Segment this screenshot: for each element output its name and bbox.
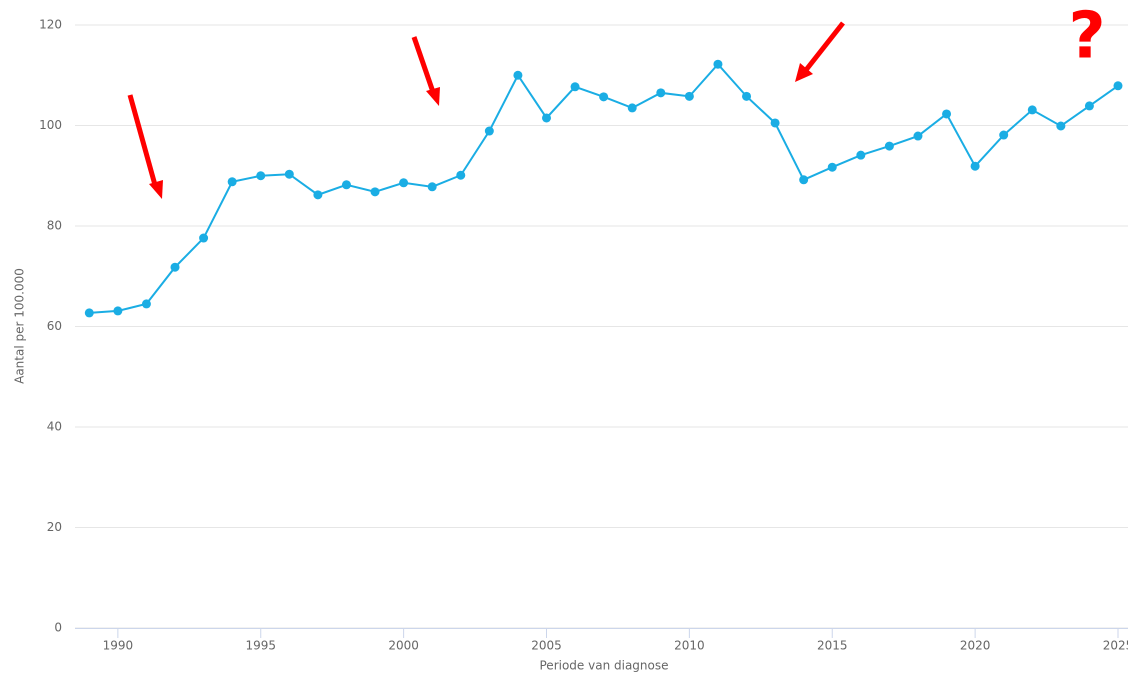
axes: 0 20 40 60 80 100 120 1990 1995 2000 2005 2010 2015 2… [39,18,1128,653]
point [713,59,723,69]
line [89,62,1119,314]
point [913,131,923,141]
point [141,299,151,309]
point [370,187,380,197]
point [1056,121,1066,131]
point [1113,81,1123,91]
y-tick-label: 40 [47,420,62,434]
point [313,190,323,200]
x-axis-title: Periode van diagnose [540,659,669,673]
x-tick-label: 2010 [674,639,705,653]
point [942,109,952,119]
point [570,82,580,92]
y-tick-label: 60 [47,319,62,333]
point [827,162,837,172]
point [884,141,894,151]
y-tick-label: 120 [39,18,62,32]
x-tick-label: 2005 [531,639,562,653]
y-axis-title: Aantal per 100.000 [13,268,27,384]
point [1027,105,1037,115]
question-mark: ? [1068,0,1105,74]
x-tick-label: 1995 [245,639,276,653]
point [970,161,980,171]
y-tick-label: 0 [54,621,62,635]
arrow [804,21,845,72]
point [627,103,637,113]
point [1084,101,1094,111]
y-tick-label: 100 [39,118,62,132]
point [599,92,609,102]
point [341,180,351,190]
point [856,150,866,160]
point [399,178,409,188]
x-tick-label: 2000 [388,639,419,653]
x-tick-label: 1990 [103,639,134,653]
x-tick-label: 2025 [1103,639,1128,653]
x-tick-label: 2015 [817,639,848,653]
arrow [127,94,158,186]
point [513,70,523,80]
point [227,177,237,187]
point [541,113,551,123]
y-tick-label: 20 [47,520,62,534]
point [84,308,94,318]
arrow-head [426,87,440,106]
point [284,169,294,179]
point [427,182,437,192]
annotations: ? [127,0,1106,199]
arrow-head [795,63,813,82]
point [742,91,752,101]
y-tick-label: 80 [47,219,62,233]
point [256,171,266,181]
point [170,262,180,272]
point [199,233,209,243]
point [656,88,666,98]
point [113,306,123,316]
x-tick-label: 2020 [960,639,991,653]
point [484,126,494,136]
point [684,91,694,101]
point [456,170,466,180]
arrow [411,36,436,93]
point [770,118,780,128]
point [799,175,809,185]
point [999,130,1009,140]
arrow-head [149,180,163,199]
